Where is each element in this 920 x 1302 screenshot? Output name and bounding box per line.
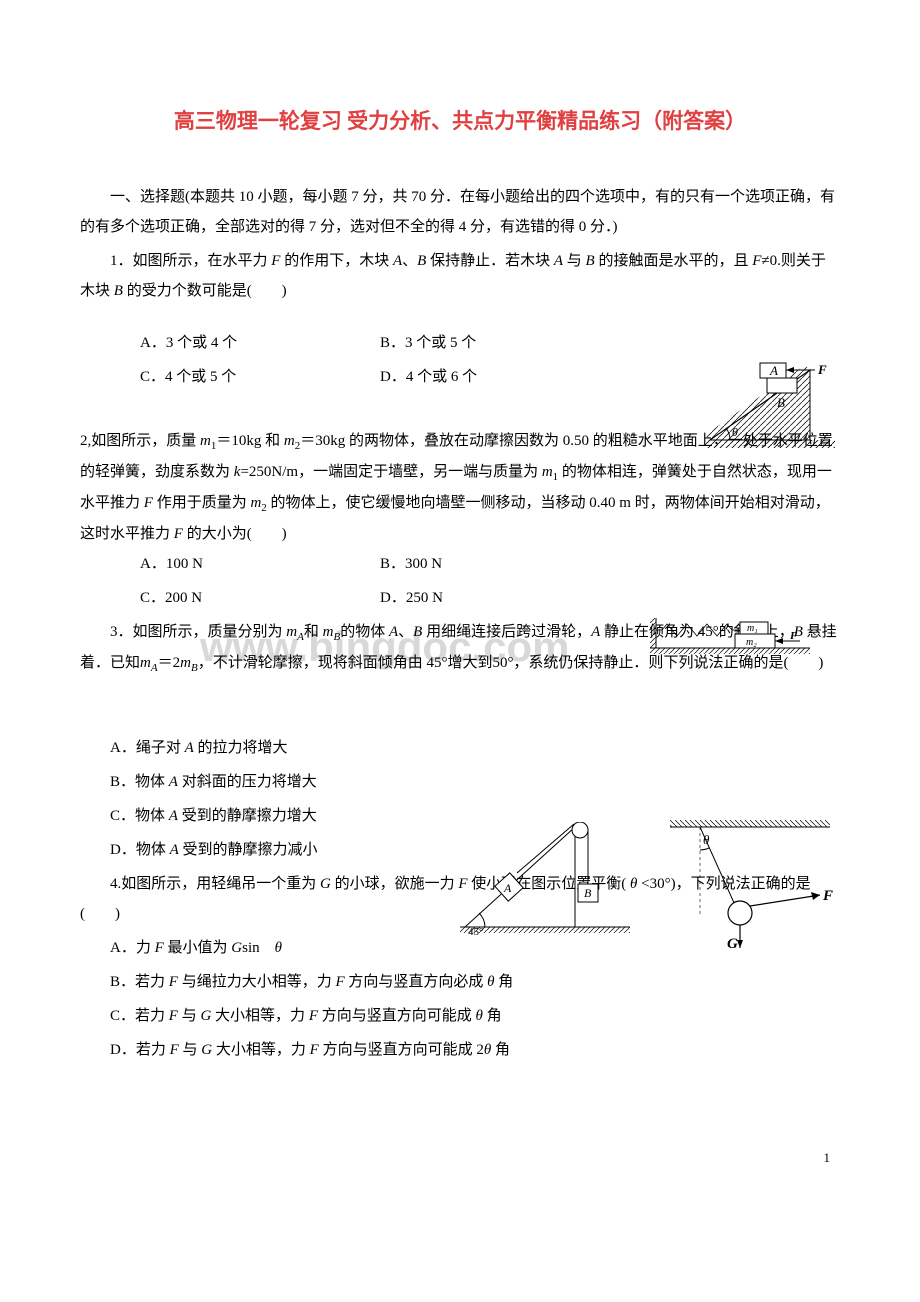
svg-text:B: B bbox=[584, 886, 592, 900]
svg-text:θ: θ bbox=[732, 425, 738, 439]
q1-options-row1: A．3 个或 4 个 B．3 个或 5 个 bbox=[80, 328, 840, 358]
q1-stem: 1．如图所示，在水平力 F 的作用下，木块 A、B 保持静止．若木块 A 与 B… bbox=[80, 246, 840, 306]
svg-text:B: B bbox=[777, 395, 785, 410]
q1-option-d: D．4 个或 6 个 bbox=[380, 362, 580, 392]
document-title: 高三物理一轮复习 受力分析、共点力平衡精品练习（附答案） bbox=[80, 100, 840, 142]
svg-text:A: A bbox=[769, 363, 778, 378]
q2-options-row1: A．100 N B．300 N bbox=[80, 549, 840, 579]
page-number: 1 bbox=[80, 1145, 840, 1171]
q1-option-c: C．4 个或 5 个 bbox=[140, 362, 380, 392]
svg-text:θ: θ bbox=[703, 832, 710, 847]
svg-text:m₂: m₂ bbox=[746, 637, 757, 648]
q3-option-b: B．物体 A 对斜面的压力将增大 bbox=[80, 767, 840, 797]
intro-paragraph: 一、选择题(本题共 10 小题，每小题 7 分，共 70 分．在每小题给出的四个… bbox=[80, 182, 840, 242]
svg-text:m₁: m₁ bbox=[747, 623, 758, 634]
q2-option-b: B．300 N bbox=[380, 549, 580, 579]
q2-figure: m₁ m₂ F bbox=[650, 618, 810, 658]
q4-figure: θ F G bbox=[665, 820, 835, 955]
q2-options-row2: C．200 N D．250 N bbox=[80, 583, 840, 613]
q3-figure: A B 45° bbox=[460, 822, 630, 937]
svg-text:F: F bbox=[822, 888, 833, 904]
q4-option-b: B．若力 F 与绳拉力大小相等，力 F 方向与竖直方向必成 θ 角 bbox=[80, 967, 840, 997]
svg-text:45°: 45° bbox=[468, 926, 483, 937]
q1-option-b: B．3 个或 5 个 bbox=[380, 328, 580, 358]
svg-text:F: F bbox=[789, 630, 798, 642]
q3-option-a: A．绳子对 A 的拉力将增大 bbox=[80, 733, 840, 763]
q4-option-d: D．若力 F 与 G 大小相等，力 F 方向与竖直方向可能成 2θ 角 bbox=[80, 1035, 840, 1065]
svg-text:F: F bbox=[817, 362, 827, 377]
q4-option-c: C．若力 F 与 G 大小相等，力 F 方向与竖直方向可能成 θ 角 bbox=[80, 1001, 840, 1031]
svg-text:G: G bbox=[727, 936, 738, 952]
q2-option-d: D．250 N bbox=[380, 583, 580, 613]
q1-figure: A F B θ bbox=[700, 360, 840, 455]
q2-option-c: C．200 N bbox=[140, 583, 380, 613]
svg-text:A: A bbox=[503, 881, 512, 895]
q1-option-a: A．3 个或 4 个 bbox=[140, 328, 380, 358]
q2-option-a: A．100 N bbox=[140, 549, 380, 579]
